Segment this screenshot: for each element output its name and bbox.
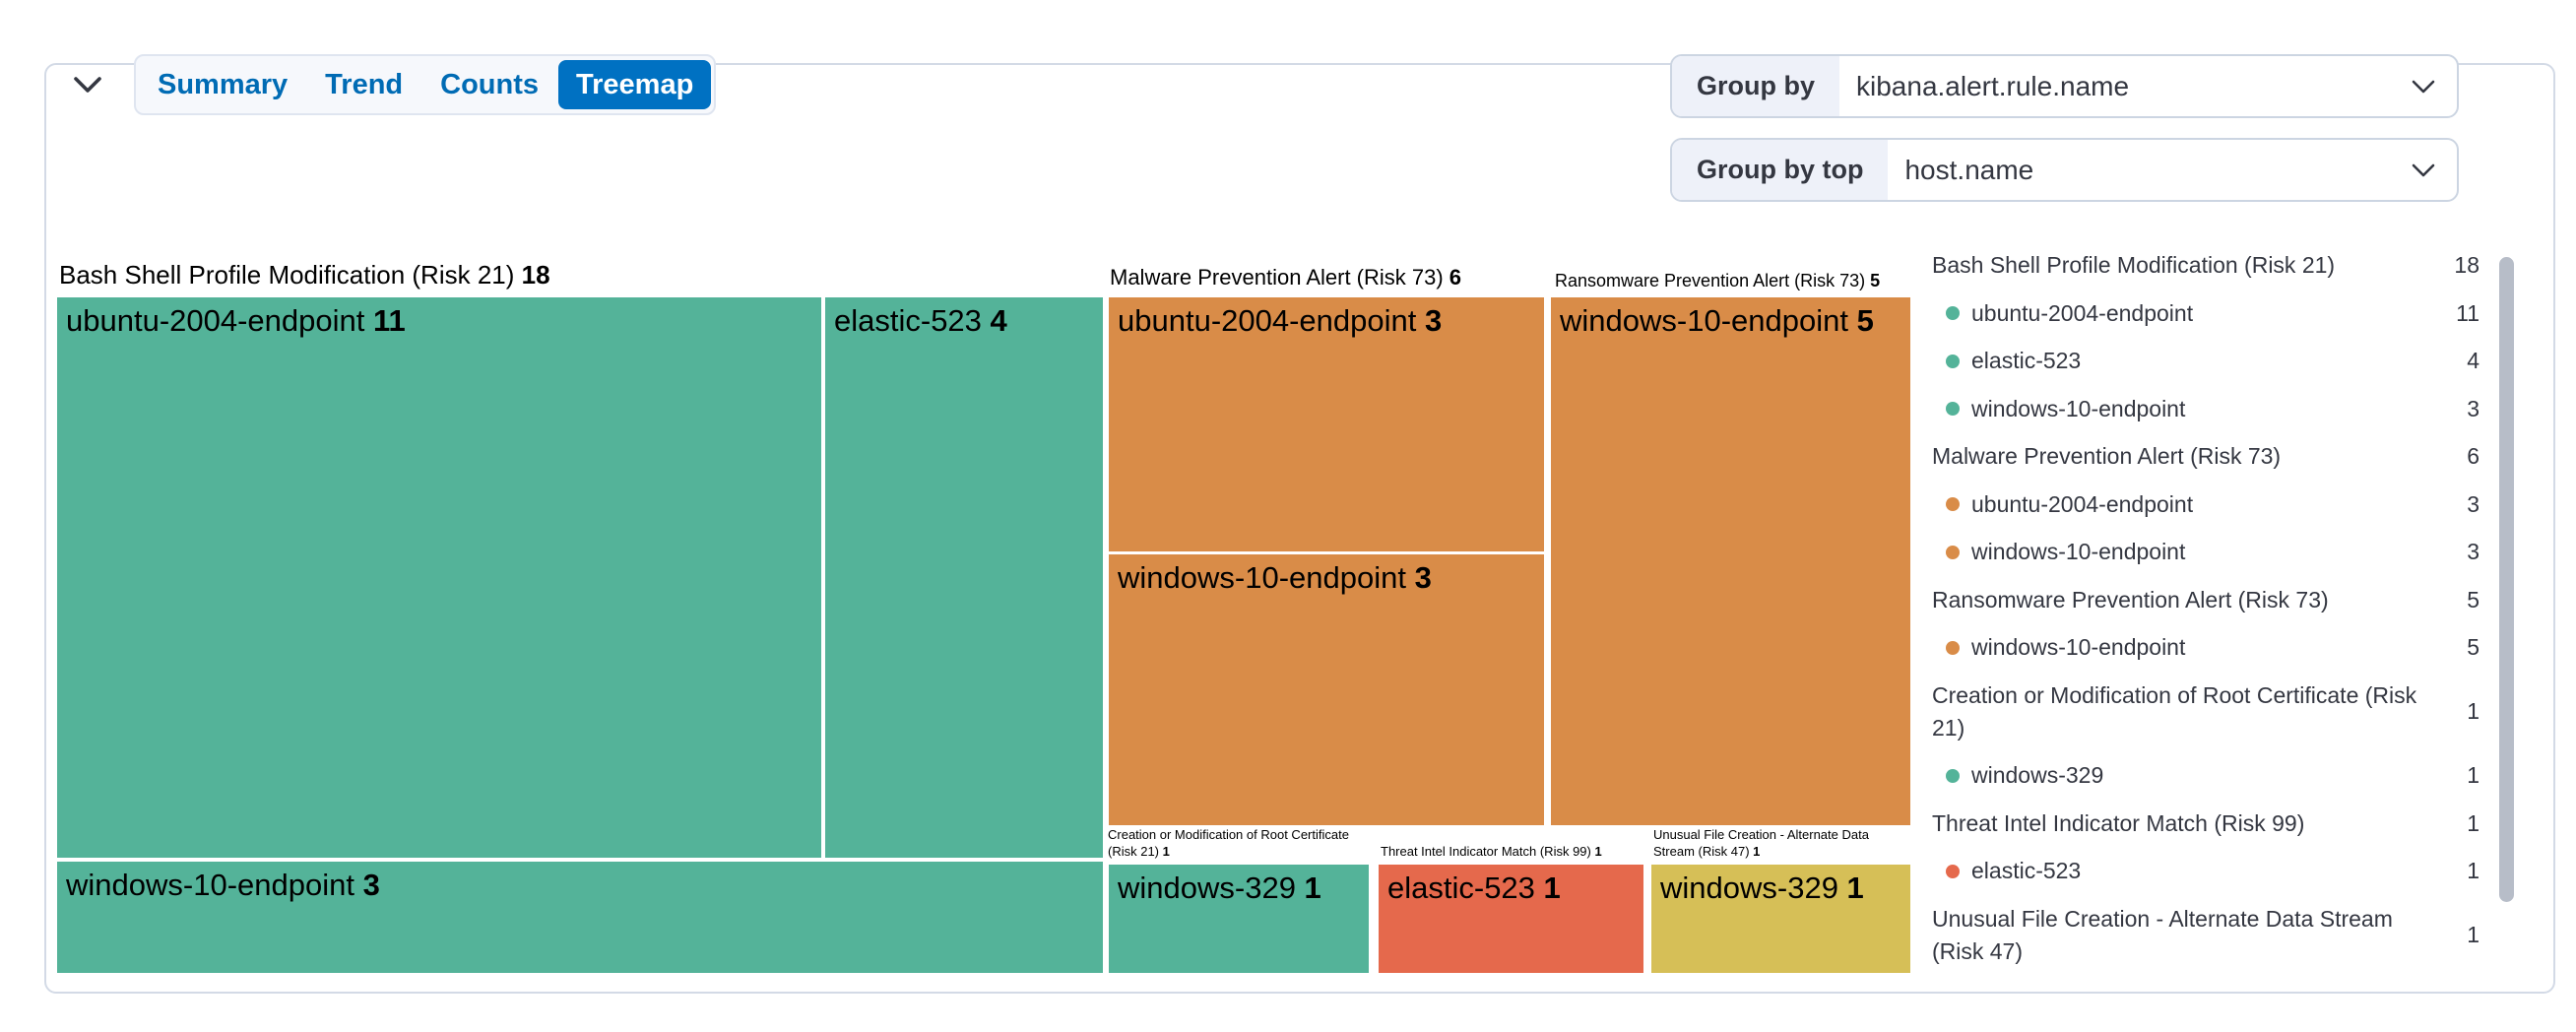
treemap-cell-label: elastic-523 4	[834, 303, 1007, 338]
legend-item-windows-10-endpoint[interactable]: windows-10-endpoint 3	[1932, 536, 2479, 568]
treemap-cell-label: ubuntu-2004-endpoint 3	[1118, 303, 1443, 338]
treemap-cell-label: windows-10-endpoint 3	[66, 868, 380, 902]
legend-item-elastic-523[interactable]: elastic-523 4	[1932, 345, 2479, 377]
legend-item-label: ubuntu-2004-endpoint	[1971, 490, 2194, 517]
legend-color-dot	[1946, 354, 1960, 368]
treemap-cell-elastic-523[interactable]: elastic-523 4	[825, 297, 1103, 858]
legend-color-dot	[1946, 640, 1960, 655]
treemap-group-label: Bash Shell Profile Modification (Risk 21…	[59, 260, 550, 290]
legend-item-unusual-file-creation-alternate-data-stream-risk-47[interactable]: Unusual File Creation - Alternate Data S…	[1932, 903, 2479, 968]
legend-item-count: 1	[2467, 698, 2479, 724]
legend-item-windows-329[interactable]: windows-329 1	[1932, 759, 2479, 792]
group-by-label: Group by	[1672, 56, 1839, 116]
treemap-cell-label: windows-10-endpoint 3	[1118, 560, 1432, 595]
legend-color-dot	[1946, 497, 1960, 511]
legend-item-count: 5	[2467, 634, 2479, 660]
group-by-top-select[interactable]: Group by top host.name	[1670, 138, 2459, 202]
legend-scrollbar-thumb[interactable]	[2499, 257, 2514, 902]
legend-item-ubuntu-2004-endpoint[interactable]: ubuntu-2004-endpoint 3	[1932, 488, 2479, 521]
legend-item-count: 3	[2467, 490, 2479, 517]
legend-item-count: 3	[2467, 539, 2479, 564]
treemap-cell-label: elastic-523 1	[1387, 871, 1561, 905]
legend-item-count: 6	[2467, 443, 2479, 469]
legend-item-label: Malware Prevention Alert (Risk 73)	[1932, 443, 2282, 469]
legend-item-creation-or-modification-of-root-certificate-risk-21[interactable]: Creation or Modification of Root Certifi…	[1932, 679, 2479, 744]
legend-color-dot	[1946, 768, 1960, 783]
legend-item-label: windows-10-endpoint	[1971, 634, 2186, 660]
legend-item-label: windows-10-endpoint	[1971, 539, 2186, 564]
legend-item-windows-10-endpoint[interactable]: windows-10-endpoint 5	[1932, 631, 2479, 664]
treemap-cell-windows-10-endpoint[interactable]: windows-10-endpoint 3	[1109, 554, 1544, 825]
legend-item-label: windows-10-endpoint	[1971, 395, 2186, 421]
chevron-down-icon	[72, 74, 103, 96]
legend-item-malware-prevention-alert-risk-73[interactable]: Malware Prevention Alert (Risk 73) 6	[1932, 440, 2479, 473]
treemap: Bash Shell Profile Modification (Risk 21…	[57, 251, 1913, 973]
legend-item-label: Ransomware Prevention Alert (Risk 73)	[1932, 586, 2329, 613]
treemap-group-label: Ransomware Prevention Alert (Risk 73) 5	[1555, 271, 1881, 290]
treemap-cell-label: windows-329 1	[1118, 871, 1321, 905]
tab-treemap[interactable]: Treemap	[558, 60, 712, 109]
legend-item-label: Threat Intel Indicator Match (Risk 99)	[1932, 809, 2305, 836]
legend-item-count: 18	[2454, 252, 2479, 278]
legend-item-windows-10-endpoint[interactable]: windows-10-endpoint 3	[1932, 393, 2479, 425]
legend: Bash Shell Profile Modification (Risk 21…	[1932, 249, 2479, 983]
legend-color-dot	[1946, 545, 1960, 559]
legend-item-elastic-523[interactable]: elastic-523 1	[1932, 855, 2479, 887]
legend-item-label: ubuntu-2004-endpoint	[1971, 299, 2194, 326]
legend-color-dot	[1946, 306, 1960, 320]
treemap-cell-windows-10-endpoint[interactable]: windows-10-endpoint 3	[57, 862, 1103, 973]
legend-color-dot	[1946, 402, 1960, 416]
group-by-select[interactable]: Group by kibana.alert.rule.name	[1670, 54, 2459, 118]
legend-item-count: 1	[2467, 762, 2479, 788]
legend-item-count: 1	[2467, 858, 2479, 883]
legend-item-threat-intel-indicator-match-risk-99[interactable]: Threat Intel Indicator Match (Risk 99) 1	[1932, 807, 2479, 840]
legend-item-label: Creation or Modification of Root Certifi…	[1932, 681, 2417, 741]
legend-item-count: 5	[2467, 586, 2479, 613]
tab-counts[interactable]: Counts	[422, 60, 556, 109]
view-tabs: Summary Trend Counts Treemap	[134, 54, 716, 115]
legend-item-ubuntu-2004-endpoint[interactable]: ubuntu-2004-endpoint 11	[1932, 297, 2479, 330]
legend-item-label: elastic-523	[1971, 858, 2082, 883]
treemap-cell-ubuntu-2004-endpoint[interactable]: ubuntu-2004-endpoint 11	[57, 297, 821, 858]
chevron-down-icon	[2411, 140, 2457, 200]
legend-item-count: 11	[2456, 299, 2479, 326]
tab-trend[interactable]: Trend	[307, 60, 420, 109]
treemap-group-label: Unusual File Creation - Alternate Data S…	[1653, 827, 1869, 859]
legend-color-dot	[1946, 864, 1960, 878]
chevron-down-icon	[2411, 56, 2457, 116]
treemap-group-label: Threat Intel Indicator Match (Risk 99) 1	[1381, 844, 1602, 859]
treemap-group-label: Malware Prevention Alert (Risk 73) 6	[1110, 265, 1462, 290]
treemap-cell-label: windows-329 1	[1660, 871, 1864, 905]
legend-item-ransomware-prevention-alert-risk-73[interactable]: Ransomware Prevention Alert (Risk 73) 5	[1932, 584, 2479, 616]
legend-item-label: elastic-523	[1971, 348, 2082, 373]
treemap-cell-windows-10-endpoint[interactable]: windows-10-endpoint 5	[1551, 297, 1910, 825]
legend-item-count: 4	[2467, 348, 2479, 373]
legend-item-bash-shell-profile-modification-risk-21[interactable]: Bash Shell Profile Modification (Risk 21…	[1932, 249, 2479, 282]
treemap-cell-label: windows-10-endpoint 5	[1560, 303, 1874, 338]
treemap-group-label: Creation or Modification of Root Certifi…	[1108, 827, 1349, 859]
legend-item-label: windows-329	[1971, 762, 2104, 788]
tab-summary[interactable]: Summary	[140, 60, 305, 109]
legend-item-label: Unusual File Creation - Alternate Data S…	[1932, 905, 2393, 964]
legend-item-count: 1	[2467, 809, 2479, 836]
treemap-cell-ubuntu-2004-endpoint[interactable]: ubuntu-2004-endpoint 3	[1109, 297, 1544, 551]
collapse-panel-button[interactable]	[65, 63, 110, 106]
treemap-cell-label: ubuntu-2004-endpoint 11	[66, 303, 406, 338]
treemap-cell-elastic-523[interactable]: elastic-523 1	[1379, 865, 1643, 973]
group-by-top-value: host.name	[1904, 154, 2034, 185]
legend-item-count: 3	[2467, 395, 2479, 421]
group-by-value: kibana.alert.rule.name	[1856, 70, 2130, 101]
group-by-top-label: Group by top	[1672, 140, 1889, 200]
treemap-cell-windows-329[interactable]: windows-329 1	[1651, 865, 1910, 973]
legend-item-count: 1	[2467, 922, 2479, 947]
legend-item-label: Bash Shell Profile Modification (Risk 21…	[1932, 252, 2336, 278]
treemap-cell-windows-329[interactable]: windows-329 1	[1109, 865, 1369, 973]
